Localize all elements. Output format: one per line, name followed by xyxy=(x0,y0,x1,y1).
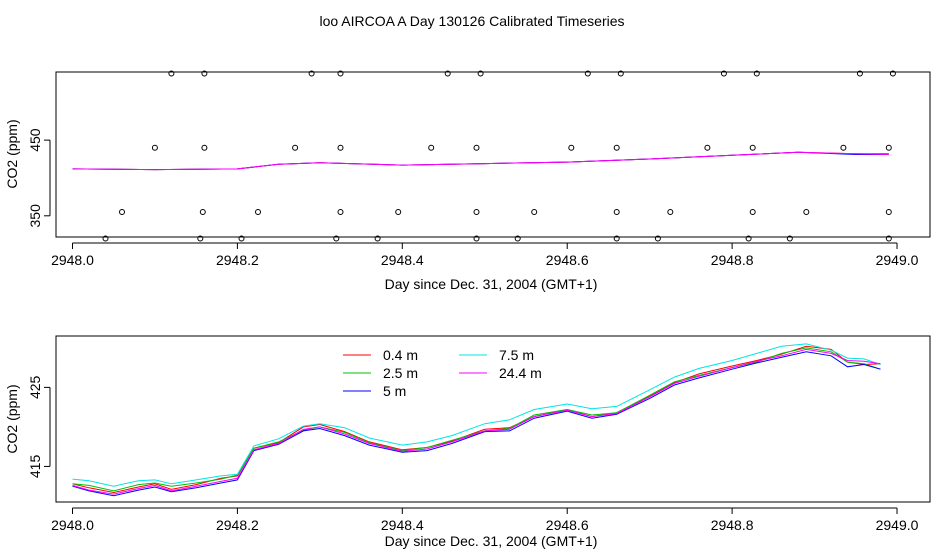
legend-label: 0.4 m xyxy=(383,347,418,363)
data-point-marker xyxy=(255,209,261,215)
data-point-marker xyxy=(292,144,299,151)
data-point-marker xyxy=(514,235,521,242)
data-point-marker xyxy=(885,209,892,215)
data-point-marker xyxy=(749,144,756,151)
data-point-marker xyxy=(786,235,793,242)
bottom-series-line-3 xyxy=(72,351,881,497)
data-point-marker xyxy=(568,144,575,151)
data-point-marker xyxy=(613,235,620,242)
bottom-y-axis: 415 425 xyxy=(27,375,51,479)
bottom-y-axis-label: CO2 (ppm) xyxy=(4,384,20,453)
data-point-marker xyxy=(168,70,175,77)
top-x-tick-label: 2949.0 xyxy=(876,252,919,268)
top-x-tick-label: 2948.0 xyxy=(51,252,94,268)
top-x-tick-label: 2948.6 xyxy=(546,252,589,268)
data-point-marker xyxy=(803,209,810,215)
top-x-tick-label: 2948.4 xyxy=(381,252,424,268)
bottom-plot-frame xyxy=(55,335,931,503)
data-point-marker xyxy=(374,235,381,242)
data-point-marker xyxy=(238,235,245,242)
bottom-x-tick-label: 2949.0 xyxy=(876,517,919,533)
data-point-marker xyxy=(885,144,892,151)
data-point-marker xyxy=(473,209,480,215)
top-x-tick-label: 2948.8 xyxy=(711,252,754,268)
bottom-series-group xyxy=(72,343,881,497)
data-point-marker xyxy=(531,209,538,215)
top-series-line-2 xyxy=(72,151,889,171)
data-point-marker xyxy=(840,144,847,151)
data-point-marker xyxy=(333,235,340,242)
data-point-marker xyxy=(613,144,620,151)
top-x-axis-label: Day since Dec. 31, 2004 (GMT+1) xyxy=(385,276,598,292)
legend-label: 5 m xyxy=(383,383,406,399)
top-y-tick-label: 450 xyxy=(27,128,43,152)
bottom-legend: 0.4 m 2.5 m 5 m 7.5 m 24.4 m xyxy=(343,347,542,399)
data-point-marker xyxy=(395,209,402,215)
data-point-marker xyxy=(337,70,344,77)
data-point-marker xyxy=(201,70,208,77)
bottom-y-tick-label: 425 xyxy=(27,375,43,399)
top-x-axis: 2948.0 2948.2 2948.4 2948.6 2948.8 2949.0 xyxy=(51,242,919,268)
data-point-marker xyxy=(308,70,315,77)
chart-title: loo AIRCOA A Day 130126 Calibrated Times… xyxy=(319,13,624,29)
top-series-line-3 xyxy=(72,151,889,171)
data-point-marker xyxy=(889,70,896,77)
bottom-x-tick-label: 2948.0 xyxy=(51,517,94,533)
bottom-series-line-5 xyxy=(72,348,881,495)
bottom-x-axis-label: Day since Dec. 31, 2004 (GMT+1) xyxy=(385,533,598,549)
bottom-series-line-4 xyxy=(72,343,881,487)
data-point-marker xyxy=(885,235,892,242)
data-point-marker xyxy=(745,235,752,242)
data-point-marker xyxy=(473,235,480,242)
data-point-marker xyxy=(428,144,435,151)
data-point-marker xyxy=(102,235,109,242)
data-point-marker xyxy=(856,70,863,77)
bottom-x-axis: 2948.0 2948.2 2948.4 2948.6 2948.8 2949.0 xyxy=(51,507,919,533)
data-point-marker xyxy=(654,235,661,242)
legend-label: 2.5 m xyxy=(383,365,418,381)
data-point-marker xyxy=(197,235,204,242)
bottom-y-tick-label: 415 xyxy=(27,455,43,479)
data-point-marker xyxy=(473,144,480,151)
data-point-marker xyxy=(667,209,674,215)
data-point-marker xyxy=(617,70,624,77)
data-point-marker xyxy=(749,209,756,215)
data-point-marker xyxy=(201,144,208,151)
top-panel: 2948.0 2948.2 2948.4 2948.6 2948.8 2949.0 350… xyxy=(4,70,931,292)
data-point-marker xyxy=(477,70,484,77)
top-y-tick-label: 350 xyxy=(27,204,43,228)
data-point-marker xyxy=(753,70,760,77)
top-y-axis-label: CO2 (ppm) xyxy=(4,119,20,188)
data-point-marker xyxy=(613,209,620,215)
bottom-series-line-1 xyxy=(72,345,881,494)
bottom-x-tick-label: 2948.4 xyxy=(381,517,424,533)
data-point-marker xyxy=(119,209,125,215)
top-series-group xyxy=(72,151,889,171)
bottom-x-tick-label: 2948.6 xyxy=(546,517,589,533)
bottom-series-line-2 xyxy=(72,347,881,492)
data-point-marker xyxy=(704,144,711,151)
data-point-marker xyxy=(584,70,591,77)
data-point-marker xyxy=(337,209,344,215)
top-x-tick-label: 2948.2 xyxy=(216,252,259,268)
data-point-marker xyxy=(720,70,727,77)
top-marker-group xyxy=(102,70,896,242)
bottom-panel: 2948.0 2948.2 2948.4 2948.6 2948.8 2949.0 415… xyxy=(4,335,931,549)
legend-label: 24.4 m xyxy=(499,365,542,381)
top-y-axis: 350 450 xyxy=(27,128,51,228)
data-point-marker xyxy=(151,144,158,151)
top-series-line-1 xyxy=(72,151,889,171)
data-point-marker xyxy=(337,144,344,151)
bottom-x-tick-label: 2948.2 xyxy=(216,517,259,533)
bottom-x-tick-label: 2948.8 xyxy=(711,517,754,533)
data-point-marker xyxy=(444,70,451,77)
data-point-marker xyxy=(199,209,206,215)
legend-label: 7.5 m xyxy=(499,347,534,363)
top-plot-frame xyxy=(55,71,931,238)
